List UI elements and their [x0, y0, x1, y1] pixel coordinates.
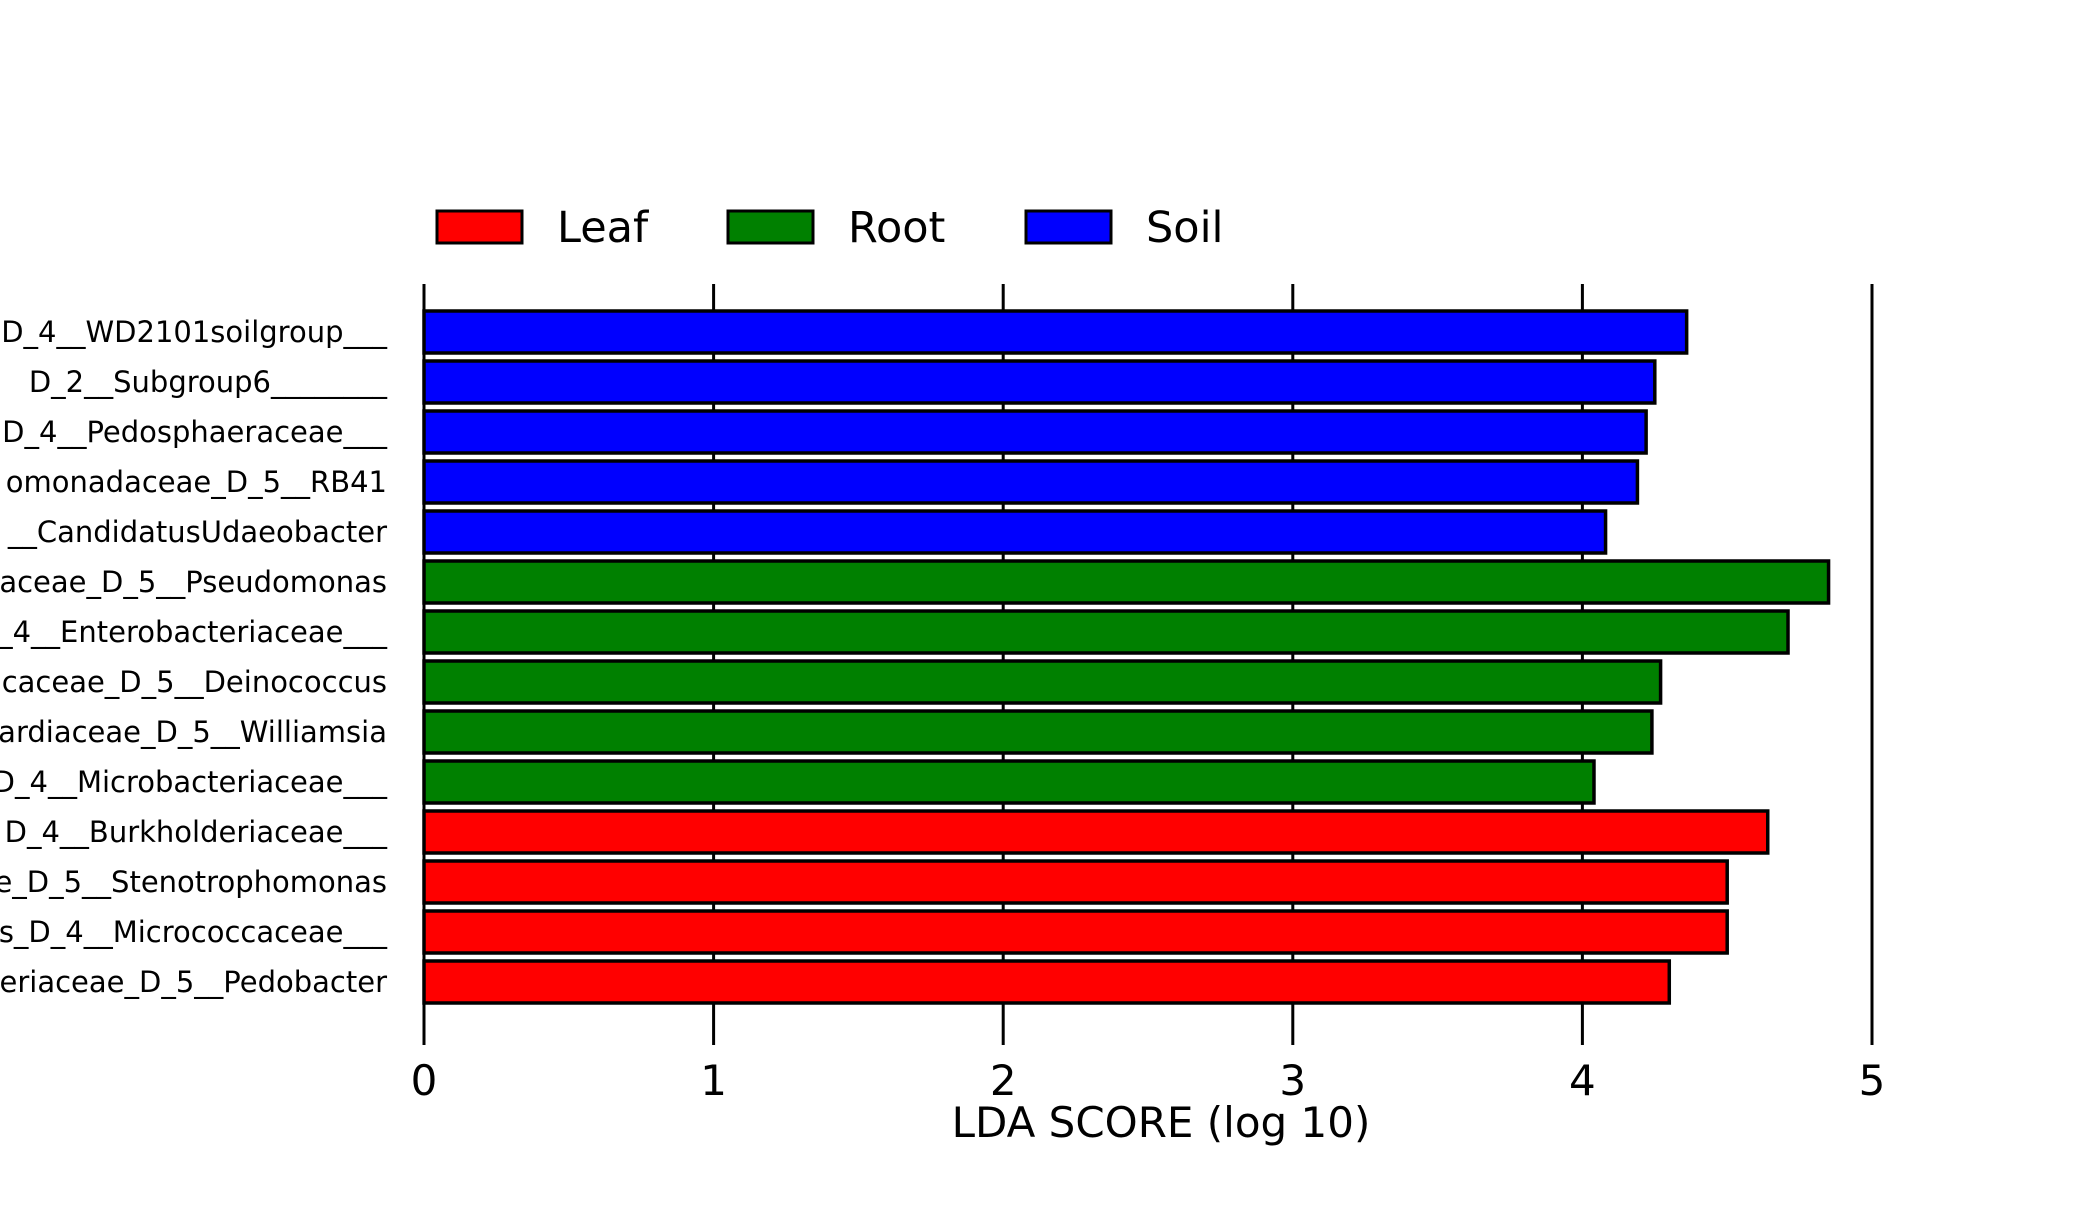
category-label: D_4__Microbacteriaceae___	[0, 765, 387, 799]
legend-item-leaf: Leaf	[435, 203, 649, 253]
bar-6	[422, 609, 1790, 655]
legend-label: Soil	[1146, 203, 1224, 253]
category-label: _4__Enterobacteriaceae___	[0, 615, 387, 649]
category-label: D_4__Pedosphaeraceae___	[2, 415, 387, 449]
bar-11	[422, 859, 1729, 905]
bar-4	[422, 509, 1608, 555]
bar-5	[422, 559, 1831, 605]
legend: Leaf Root Soil	[435, 203, 1224, 253]
bar-8	[422, 709, 1654, 755]
x-tick-label: 2	[990, 1056, 1017, 1105]
category-label: eriaceae_D_5__Pedobacter	[0, 965, 387, 999]
bar-2	[422, 409, 1648, 455]
category-label: ardiaceae_D_5__Williamsia	[0, 715, 387, 749]
bar-0	[422, 309, 1689, 355]
x-tick-label: 5	[1859, 1056, 1886, 1105]
category-label: D_2__Subgroup6________	[29, 365, 388, 399]
legend-swatch	[1024, 209, 1113, 245]
bar-13	[422, 959, 1672, 1005]
x-axis-title: LDA SCORE (log 10)	[952, 1098, 1371, 1147]
category-label: e_D_5__Stenotrophomonas	[0, 865, 387, 899]
legend-swatch	[435, 209, 524, 245]
x-tick-label: 1	[700, 1056, 727, 1105]
legend-label: Root	[848, 203, 945, 253]
x-tick-label: 3	[1279, 1056, 1306, 1105]
x-tick-label: 4	[1569, 1056, 1596, 1105]
category-label: caceae_D_5__Deinococcus	[2, 665, 387, 699]
legend-item-soil: Soil	[1024, 203, 1224, 253]
bars	[422, 309, 1831, 1005]
bar-12	[422, 909, 1729, 955]
bar-1	[422, 359, 1657, 405]
legend-label: Leaf	[557, 203, 649, 253]
legend-item-root: Root	[726, 203, 945, 253]
bar-7	[422, 659, 1663, 705]
bar-10	[422, 809, 1770, 855]
category-label: aceae_D_5__Pseudomonas	[0, 565, 387, 599]
category-label: D_4__WD2101soilgroup___	[1, 315, 387, 349]
category-label: omonadaceae_D_5__RB41	[6, 465, 387, 499]
category-labels: D_4__WD2101soilgroup___ D_2__Subgroup6___…	[0, 315, 387, 999]
legend-swatch	[726, 209, 815, 245]
category-label: s_D_4__Micrococcaceae___	[0, 915, 387, 949]
category-label: D_4__Burkholderiaceae___	[5, 815, 388, 849]
bar-9	[422, 759, 1596, 805]
x-tick-label: 0	[411, 1056, 438, 1105]
bar-3	[422, 459, 1640, 505]
category-label: __CandidatusUdaeobacter	[7, 515, 387, 549]
x-axis: 0 1 2 3 4 5	[411, 1056, 1886, 1105]
